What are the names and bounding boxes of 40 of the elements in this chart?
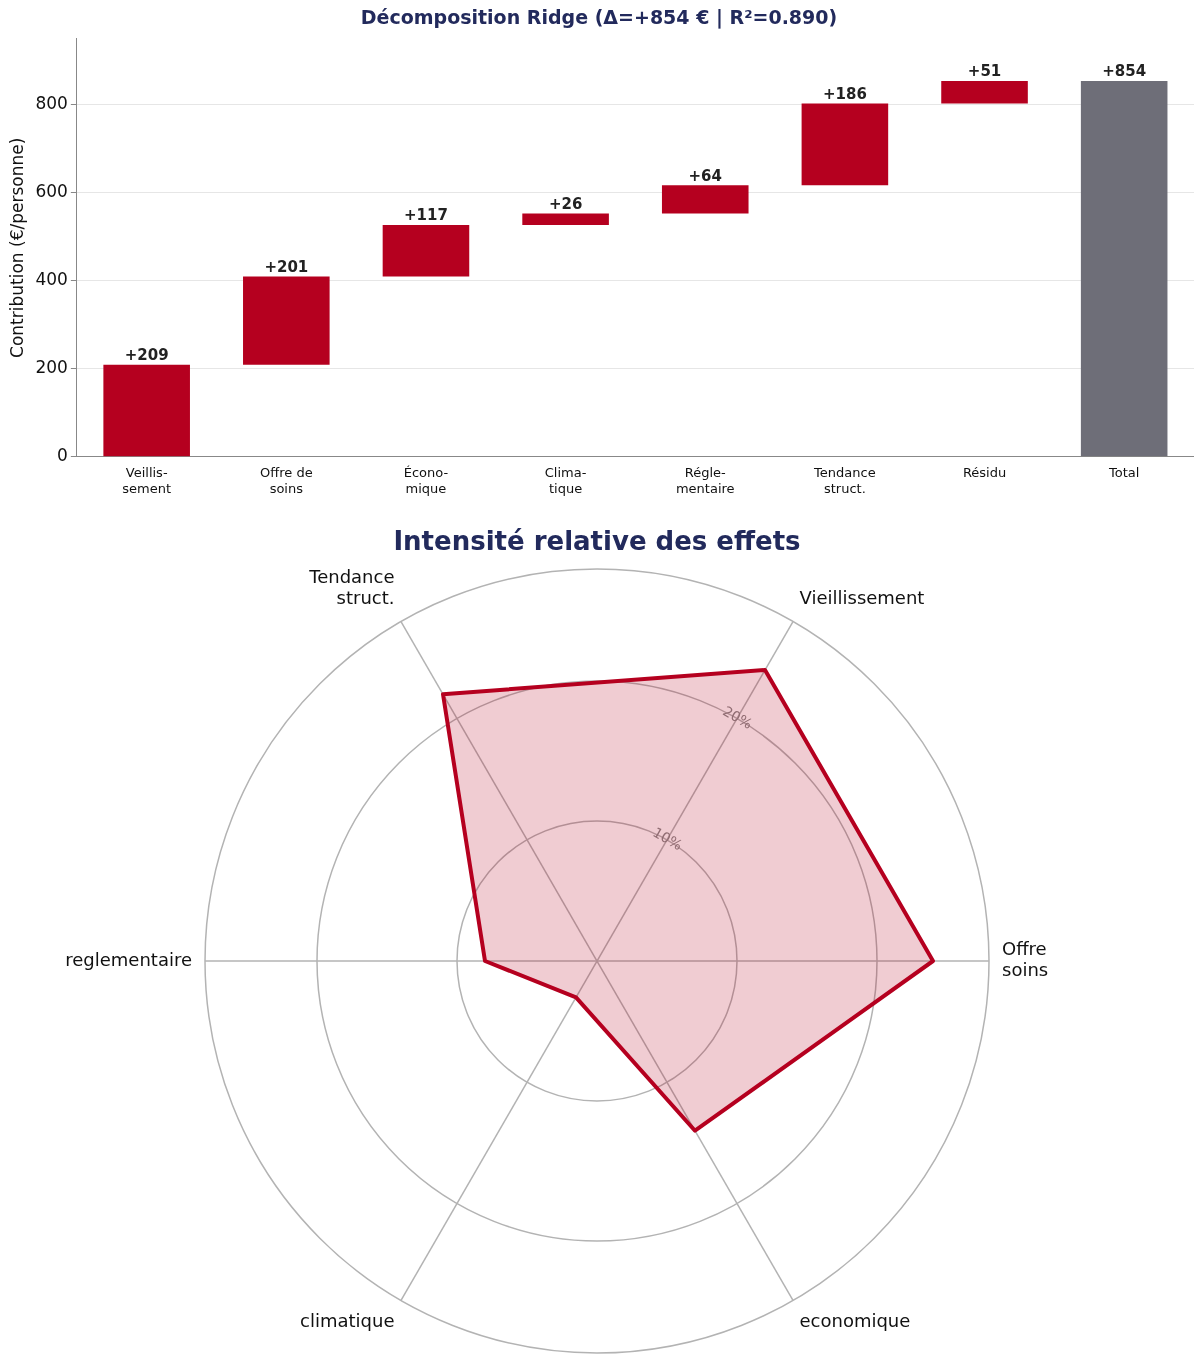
data-label: +64	[688, 166, 722, 185]
bar	[382, 224, 470, 277]
y-tick-label: 200	[35, 357, 68, 378]
y-tick-label: 400	[35, 269, 68, 290]
x-tick-label: Régle- mentaire	[675, 464, 735, 496]
data-label: +854	[1102, 62, 1147, 81]
x-tick-label: Tendance struct.	[813, 464, 876, 496]
x-tick-label: Total	[1107, 464, 1140, 480]
bar	[522, 213, 609, 225]
x-tick-label: Résidu	[962, 464, 1007, 480]
x-tick-label: Écono- mique	[403, 464, 449, 496]
bar	[661, 185, 749, 214]
bar	[801, 103, 889, 186]
data-label: +51	[967, 62, 1002, 81]
y-tick-label: 800	[35, 93, 68, 114]
data-label: +209	[124, 346, 169, 365]
spoke-label: Tendance struct.	[308, 565, 395, 609]
spoke-label: Offre soins	[1002, 937, 1049, 981]
x-tick-label: Clima- tique	[544, 464, 587, 496]
data-label: +186	[822, 84, 867, 103]
y-tick-label: 10%	[650, 823, 686, 854]
y-tick-label: 20%	[720, 702, 756, 733]
y-axis-title: Contribution (€/personne)	[6, 137, 27, 358]
x-tick-label: Veillis- sement	[122, 464, 172, 496]
spoke-label: economique	[799, 1310, 911, 1332]
spoke-label: reglementaire	[65, 948, 192, 970]
bar	[103, 364, 190, 457]
data-label: +26	[548, 194, 583, 213]
x-tick-label: Offre de soins	[259, 464, 313, 496]
chart-title: Intensité relative des effets	[393, 526, 801, 557]
spoke-label: climatique	[300, 1310, 395, 1332]
spoke-label: Vieillissement	[799, 587, 925, 609]
bar	[941, 81, 1028, 104]
bar	[1080, 81, 1168, 457]
bar	[243, 276, 330, 365]
y-tick-label: 0	[57, 445, 68, 466]
chart-title: Décomposition Ridge (Δ=+854 € | R²=0.890)	[360, 6, 838, 30]
data-label: +201	[264, 257, 309, 276]
data-label: +117	[404, 206, 448, 225]
y-tick-label: 600	[35, 181, 68, 202]
